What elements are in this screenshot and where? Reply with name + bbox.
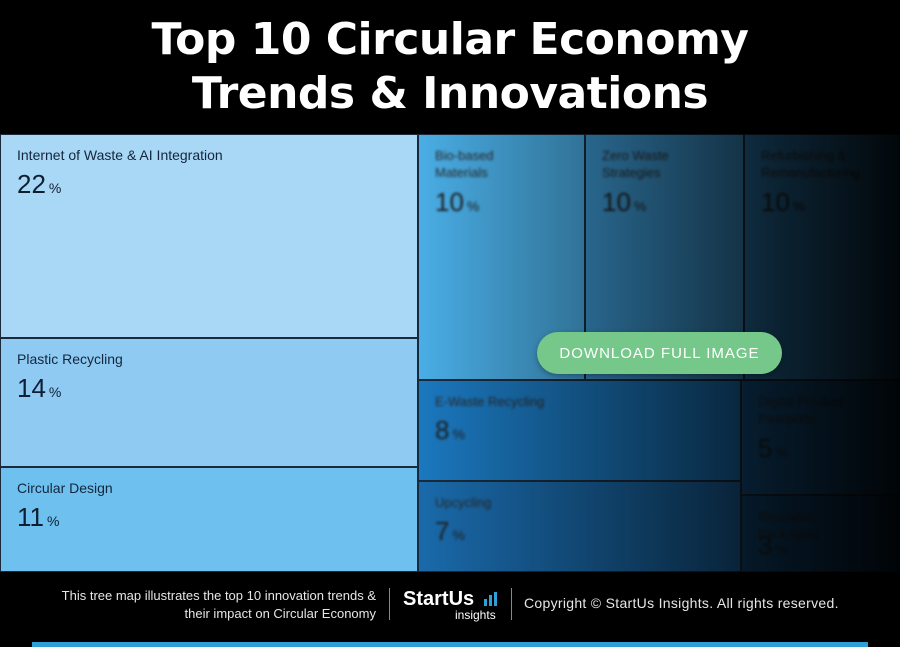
footer: This tree map illustrates the top 10 inn… <box>0 572 900 647</box>
treemap-tile: Circular Design 11% <box>0 467 418 572</box>
tile-label: Circular Design <box>17 480 113 496</box>
startus-insights-logo[interactable]: StartUs insights <box>403 588 499 624</box>
title-line-1: Top 10 Circular Economy <box>151 14 749 65</box>
treemap-tile: E-Waste Recycling 8% <box>418 380 741 481</box>
logo-wordmark: StartUs <box>403 588 475 610</box>
tile-label: Refurbishing & Remanufacturing <box>761 148 860 180</box>
footer-description: This tree map illustrates the top 10 inn… <box>20 587 376 623</box>
tile-value: 3% <box>758 530 788 560</box>
tile-label: Digital Product Passports <box>758 394 843 426</box>
tile-label: Plastic Recycling <box>17 351 123 367</box>
title-line-2: Trends & Innovations <box>191 68 709 119</box>
chart-title: Top 10 Circular Economy Trends & Innovat… <box>0 0 900 134</box>
tile-label: E-Waste Recycling <box>435 394 545 409</box>
treemap-tile: Plastic Recycling 14% <box>0 338 418 467</box>
treemap-tile: Internet of Waste & AI Integration 22% <box>0 134 418 338</box>
treemap-tile: Reusable Packaging 3% <box>741 495 900 572</box>
footer-divider-left <box>389 588 390 620</box>
treemap-tile: Digital Product Passports 5% <box>741 380 900 495</box>
treemap-tile: Upcycling 7% <box>418 481 741 572</box>
download-full-image-button[interactable]: DOWNLOAD FULL IMAGE <box>537 332 782 374</box>
tile-value: 7% <box>435 516 465 546</box>
bar-chart-icon <box>484 592 497 606</box>
footer-divider-right <box>511 588 512 620</box>
tile-value: 8% <box>435 415 465 445</box>
tile-value: 10% <box>435 187 480 217</box>
logo-subtitle: insights <box>455 608 496 622</box>
tile-value: 10% <box>602 187 647 217</box>
tile-value: 10% <box>761 187 806 217</box>
footer-description-line-2: their impact on Circular Economy <box>184 606 376 621</box>
tile-label: Upcycling <box>435 495 492 510</box>
tile-value: 11% <box>17 502 60 532</box>
bottom-accent-bar <box>32 642 868 647</box>
tile-value: 14% <box>17 373 62 403</box>
tile-value: 22% <box>17 169 62 199</box>
footer-description-line-1: This tree map illustrates the top 10 inn… <box>61 588 376 603</box>
tile-label: Bio-based Materials <box>435 148 494 180</box>
copyright-text: Copyright © StartUs Insights. All rights… <box>524 595 839 611</box>
tile-label: Internet of Waste & AI Integration <box>17 147 223 163</box>
tile-label: Zero Waste Strategies <box>602 148 669 180</box>
tile-value: 5% <box>758 433 788 463</box>
